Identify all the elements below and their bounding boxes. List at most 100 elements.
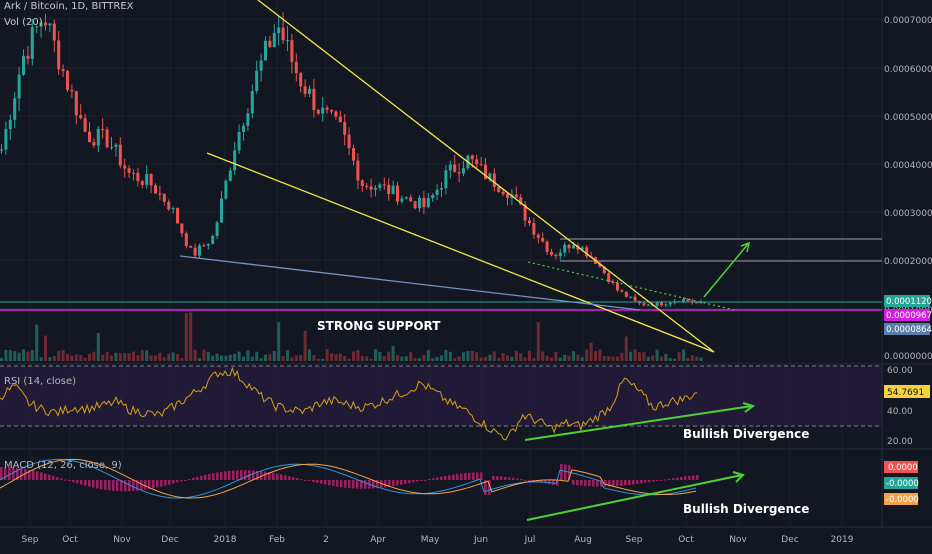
candle-body <box>66 70 69 90</box>
volume-bar <box>312 355 316 361</box>
volume-bar <box>374 349 377 361</box>
macd-hist-bar <box>392 480 395 487</box>
volume-bar <box>426 349 430 361</box>
candle-body <box>567 244 571 249</box>
macd-hist-bar <box>252 470 255 480</box>
macd-hist-bar <box>112 480 115 491</box>
volume-bar <box>44 335 47 361</box>
macd-hist-bar <box>272 472 275 480</box>
x-tick-label: Nov <box>113 535 131 545</box>
rsi-line <box>0 366 698 441</box>
volume-bar <box>365 356 369 361</box>
candle-body <box>431 194 435 199</box>
candle-body <box>312 88 316 110</box>
macd-hist-bar <box>28 469 31 480</box>
x-tick-label: Dec <box>781 535 798 545</box>
candle-body <box>616 282 619 291</box>
volume-bar <box>479 357 483 361</box>
rsi-bullish-divergence-annotation: Bullish Divergence <box>683 427 809 441</box>
macd-hist-bar <box>580 480 583 486</box>
macd-hist-bar <box>448 475 451 480</box>
macd-hist-bar <box>136 480 139 491</box>
macd-hist-bar <box>476 472 479 480</box>
candle-body <box>145 174 149 185</box>
x-axis: Sep Oct Nov Dec 2018 Feb 2 Apr May Jun Jul Aug Sep Oc… <box>22 535 854 545</box>
volume-bar <box>567 356 571 361</box>
macd-hist-bar <box>184 480 187 481</box>
macd-hist-bar <box>652 480 655 482</box>
macd-hist-bar <box>332 480 335 487</box>
macd-divergence-arrow <box>526 474 743 521</box>
macd-hist-bar <box>124 480 127 492</box>
macd-hist-bar <box>356 480 359 489</box>
macd-hist-bar <box>160 480 163 487</box>
volume-bar <box>378 351 382 361</box>
macd-hist-bar <box>52 475 55 480</box>
volume-bar <box>321 358 325 361</box>
candle-body <box>602 266 606 274</box>
macd-hist-bar <box>32 470 35 480</box>
candle-body <box>382 184 386 186</box>
volume-bar <box>360 356 364 361</box>
candle-body <box>246 113 250 126</box>
candle-body <box>321 107 325 114</box>
candle-body <box>35 26 39 28</box>
candle-body <box>268 40 272 48</box>
rsi-title: RSI (14, close) <box>4 376 76 387</box>
candle-body <box>387 184 391 194</box>
volume-bar <box>642 351 646 361</box>
volume-bar <box>514 350 518 361</box>
candle-body <box>17 74 21 99</box>
candle-body <box>228 170 232 181</box>
x-tick-label: Dec <box>161 535 178 545</box>
volume-bar <box>30 350 34 361</box>
candle-body <box>44 22 47 26</box>
macd-hist-bar <box>656 480 659 481</box>
candle-body <box>668 302 672 305</box>
volume-bar <box>74 354 78 361</box>
volume-bar <box>39 357 43 361</box>
candle-body <box>523 204 527 221</box>
macd-hist-bar <box>520 479 523 481</box>
volume-bar <box>422 354 426 361</box>
volume-bar <box>242 356 245 361</box>
volume-bar <box>677 352 681 361</box>
candle-body <box>92 142 96 146</box>
macd-hist-bar <box>372 480 375 489</box>
volume-bar <box>52 355 56 361</box>
volume-bar <box>316 358 320 361</box>
macd-hist-bar <box>612 480 615 487</box>
macd-hist-bar <box>140 480 143 491</box>
macd-hist-bar <box>128 480 131 492</box>
candle-body <box>259 60 263 71</box>
macd-hist-bar <box>240 470 243 480</box>
macd-hist-bar <box>636 480 639 484</box>
candle-body <box>118 144 122 166</box>
candle-body <box>114 144 118 148</box>
volume-bar <box>589 342 593 361</box>
candle-body <box>497 186 501 192</box>
macd-hist-bar <box>460 473 463 480</box>
candle-body <box>127 168 131 173</box>
macd-hist-bar <box>440 476 443 480</box>
volume-bar <box>79 354 83 361</box>
macd-hist-bar <box>376 480 379 489</box>
macd-hist-bar <box>444 475 447 480</box>
volume-bar <box>215 353 219 361</box>
rsi-tick: 20.00 <box>887 437 913 447</box>
rsi-divergence-arrow-head <box>742 402 756 413</box>
volume-bar <box>198 358 201 361</box>
macd-hist-bar <box>456 474 459 480</box>
volume-bar <box>61 350 65 361</box>
candle-body <box>281 27 285 41</box>
volume-bar <box>563 354 567 361</box>
candle-body <box>83 118 87 132</box>
candle-body <box>39 22 43 27</box>
upper-wedge-trendline <box>257 0 715 353</box>
candle-body <box>61 69 65 71</box>
volume-bar <box>492 351 496 361</box>
volume-bar <box>35 324 39 361</box>
candle-body <box>294 61 298 74</box>
candle-body <box>352 147 355 161</box>
